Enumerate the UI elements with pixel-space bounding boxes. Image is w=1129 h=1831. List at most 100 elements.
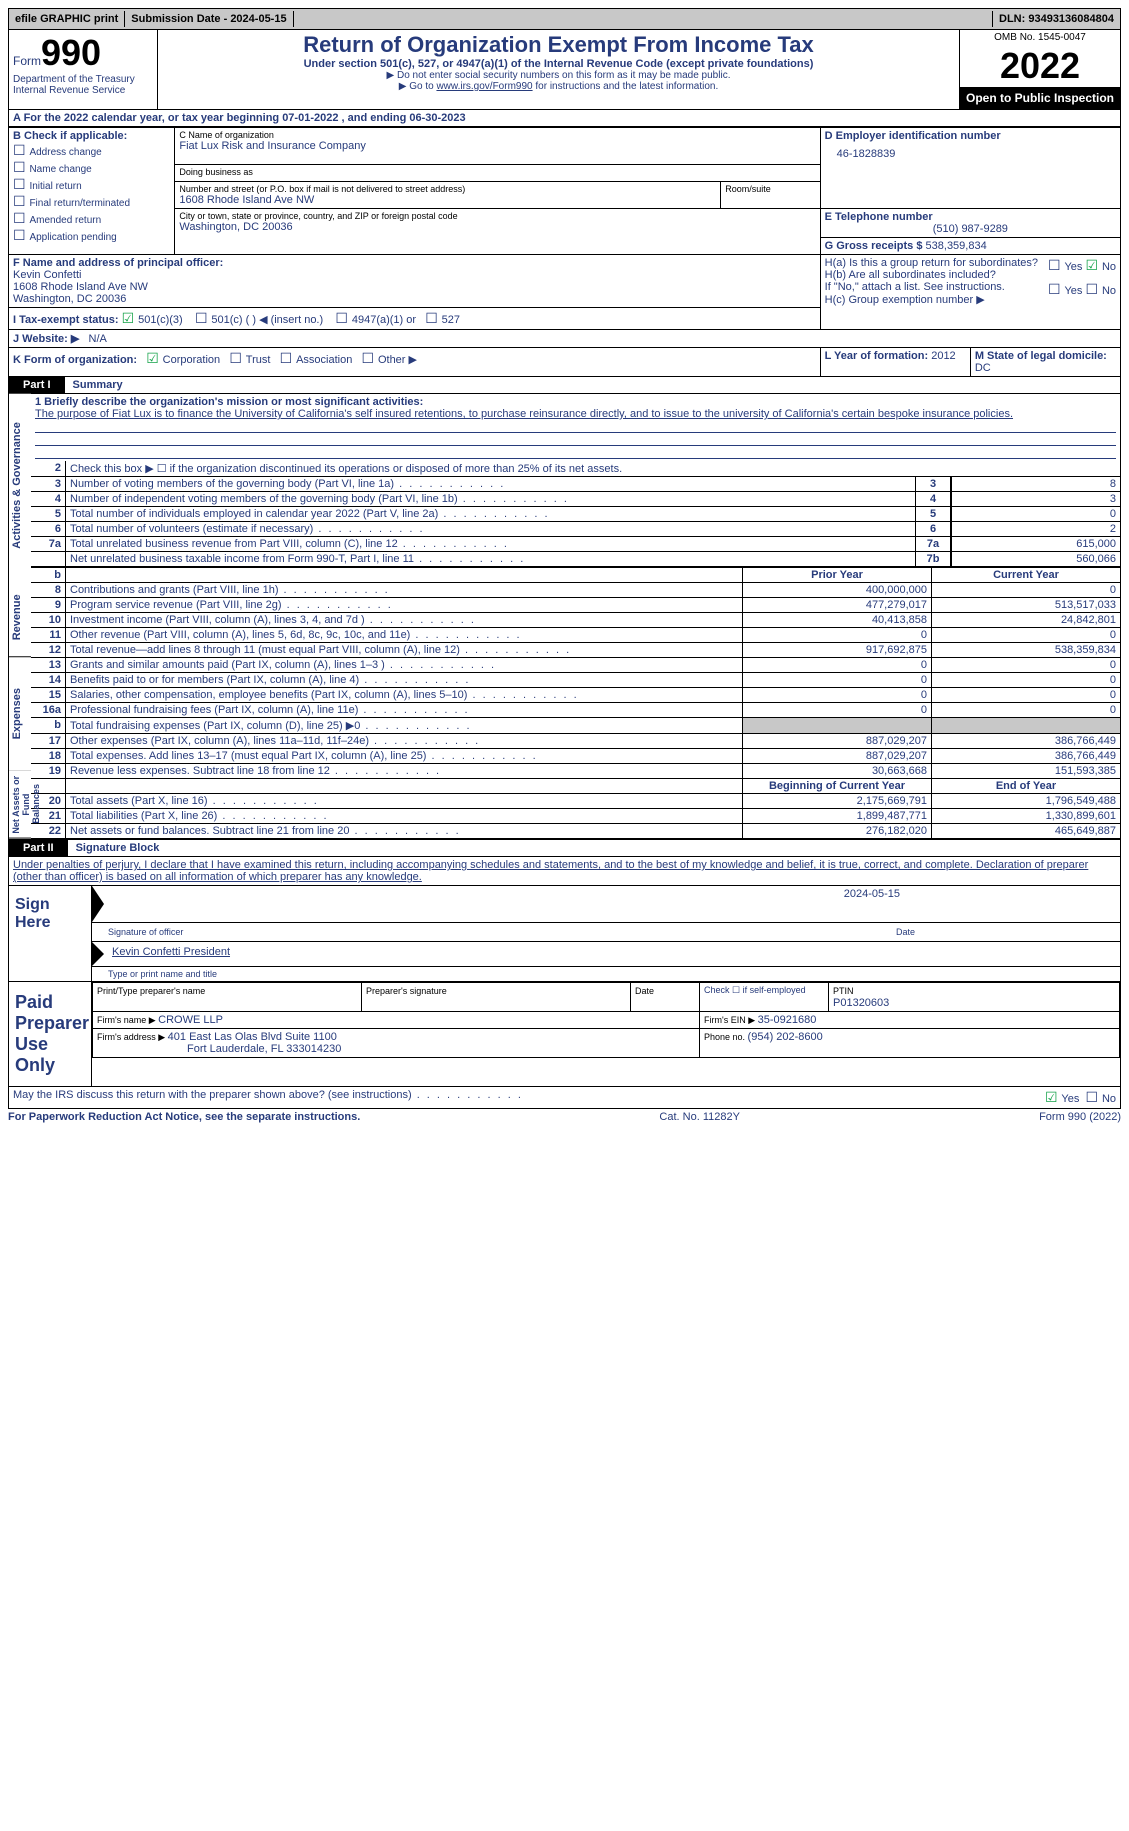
city: Washington, DC 20036: [179, 221, 815, 233]
vlabel-exp: Expenses: [9, 657, 31, 771]
tax-status-label: I Tax-exempt status:: [13, 314, 119, 326]
part2-label: Part II: [9, 840, 68, 856]
header-table: Form990 Department of the Treasury Inter…: [8, 30, 1121, 110]
type-name-label: Type or print name and title: [92, 967, 1120, 981]
firm-name-label: Firm's name ▶: [97, 1015, 158, 1025]
info-table: B Check if applicable: Address changeNam…: [8, 127, 1121, 377]
prep-name-label: Print/Type preparer's name: [97, 986, 205, 996]
year-formation: 2012: [931, 350, 955, 362]
checkbox-name-change[interactable]: Name change: [13, 159, 170, 176]
part1-label: Part I: [9, 377, 65, 393]
gov-row-5: 5Total number of individuals employed in…: [31, 507, 1120, 522]
form-subtitle: Under section 501(c), 527, or 4947(a)(1)…: [162, 58, 955, 70]
gov-row-7b: Net unrelated business taxable income fr…: [31, 552, 1120, 567]
section-a: A For the 2022 calendar year, or tax yea…: [8, 110, 1121, 127]
footer-mid: Cat. No. 11282Y: [659, 1111, 740, 1123]
self-employed[interactable]: Check ☐ if self-employed: [700, 983, 829, 1012]
exp-row-14: 14Benefits paid to or for members (Part …: [31, 673, 1120, 688]
exp-row-15: 15Salaries, other compensation, employee…: [31, 688, 1120, 703]
firm-name: CROWE LLP: [158, 1014, 223, 1026]
mission-text: The purpose of Fiat Lux is to finance th…: [35, 408, 1013, 420]
vlabel-net: Net Assets or Fund Balances: [9, 771, 31, 839]
exp-row-19: 19Revenue less expenses. Subtract line 1…: [31, 764, 1120, 779]
status-501c3[interactable]: [122, 314, 138, 326]
gross-label: G Gross receipts $: [825, 240, 926, 252]
net-row-20: 20Total assets (Part X, line 16)2,175,66…: [31, 794, 1120, 809]
exp-row-18: 18Total expenses. Add lines 13–17 (must …: [31, 749, 1120, 764]
checkbox-final-return-terminated[interactable]: Final return/terminated: [13, 193, 170, 210]
domicile-label: M State of legal domicile:: [975, 350, 1107, 362]
officer-name: Kevin Confetti: [13, 269, 816, 281]
irs-link[interactable]: www.irs.gov/Form990: [436, 81, 532, 92]
rev-row-9: 9Program service revenue (Part VIII, lin…: [31, 598, 1120, 613]
checkbox-initial-return[interactable]: Initial return: [13, 176, 170, 193]
status-501c[interactable]: [195, 314, 211, 326]
declaration: Under penalties of perjury, I declare th…: [8, 857, 1121, 886]
website-value: N/A: [89, 333, 107, 345]
part2-title: Signature Block: [68, 840, 168, 856]
mission-label: 1 Briefly describe the organization's mi…: [35, 396, 423, 408]
org-assoc[interactable]: [280, 354, 296, 366]
date-label: Date: [896, 927, 1116, 937]
inspection-label: Open to Public Inspection: [960, 87, 1120, 109]
prep-sig-label: Preparer's signature: [366, 986, 447, 996]
paid-preparer-label: Paid Preparer Use Only: [9, 982, 92, 1086]
sig-officer-label: Signature of officer: [108, 927, 896, 937]
vlabel-rev: Revenue: [9, 578, 31, 657]
net-row-21: 21Total liabilities (Part X, line 26)1,8…: [31, 809, 1120, 824]
status-4947[interactable]: [335, 314, 351, 326]
discuss-no[interactable]: [1085, 1093, 1101, 1105]
checkbox-amended-return[interactable]: Amended return: [13, 210, 170, 227]
line2: Check this box ▶ ☐ if the organization d…: [66, 461, 1120, 476]
exp-row-17: 17Other expenses (Part IX, column (A), l…: [31, 734, 1120, 749]
status-527[interactable]: [425, 314, 441, 326]
rev-row-11: 11Other revenue (Part VIII, column (A), …: [31, 628, 1120, 643]
street: 1608 Rhode Island Ave NW: [179, 194, 716, 206]
org-name-label: C Name of organization: [179, 130, 815, 140]
exp-row-13: 13Grants and similar amounts paid (Part …: [31, 658, 1120, 673]
dln: DLN: 93493136084804: [992, 11, 1120, 27]
discuss-yes[interactable]: [1045, 1093, 1061, 1105]
sign-here-label: Sign Here: [9, 886, 92, 981]
city-label: City or town, state or province, country…: [179, 211, 815, 221]
col-prior: Prior Year: [742, 568, 931, 582]
firm-ein-label: Firm's EIN ▶: [704, 1015, 758, 1025]
org-other[interactable]: [362, 354, 378, 366]
sign-here-block: Sign Here 2024-05-15 Signature of office…: [8, 886, 1121, 982]
form-org-label: K Form of organization:: [13, 354, 137, 366]
phone-label: E Telephone number: [825, 211, 1116, 223]
website-label: J Website: ▶: [13, 333, 79, 345]
officer-addr2: Washington, DC 20036: [13, 293, 816, 305]
org-trust[interactable]: [229, 354, 245, 366]
street-label: Number and street (or P.O. box if mail i…: [179, 184, 716, 194]
firm-addr-label: Firm's address ▶: [97, 1032, 168, 1042]
gov-row-6: 6Total number of volunteers (estimate if…: [31, 522, 1120, 537]
gross-value: 538,359,834: [926, 240, 987, 252]
part1-body: Activities & Governance Revenue Expenses…: [8, 394, 1121, 840]
discuss-line: May the IRS discuss this return with the…: [8, 1087, 1121, 1109]
checkbox-application-pending[interactable]: Application pending: [13, 227, 170, 244]
part1-title: Summary: [65, 377, 131, 393]
checkbox-address-change[interactable]: Address change: [13, 142, 170, 159]
exp-row-16a: 16aProfessional fundraising fees (Part I…: [31, 703, 1120, 718]
form-number-block: Form990: [13, 32, 153, 74]
h-a: H(a) Is this a group return for subordin…: [825, 257, 1116, 269]
officer-label: F Name and address of principal officer:: [13, 257, 816, 269]
net-row-22: 22Net assets or fund balances. Subtract …: [31, 824, 1120, 839]
firm-addr1: 401 East Las Olas Blvd Suite 1100: [168, 1031, 337, 1043]
col-begin: Beginning of Current Year: [742, 779, 931, 793]
gov-row-4: 4Number of independent voting members of…: [31, 492, 1120, 507]
col-current: Current Year: [931, 568, 1120, 582]
prep-phone-label: Phone no.: [704, 1032, 748, 1042]
org-corp[interactable]: [146, 354, 162, 366]
prep-phone: (954) 202-8600: [748, 1031, 823, 1043]
efile-label[interactable]: efile GRAPHIC print: [9, 11, 125, 27]
omb-number: OMB No. 1545-0047: [960, 30, 1120, 45]
submission-date: Submission Date - 2024-05-15: [125, 11, 293, 27]
ein-value: 46-1828839: [825, 142, 1116, 166]
exp-row-b: bTotal fundraising expenses (Part IX, co…: [31, 718, 1120, 734]
org-name: Fiat Lux Risk and Insurance Company: [179, 140, 815, 152]
paid-preparer-block: Paid Preparer Use Only Print/Type prepar…: [8, 982, 1121, 1087]
footer-right: Form 990 (2022): [1039, 1111, 1121, 1123]
year-formation-label: L Year of formation:: [825, 350, 932, 362]
